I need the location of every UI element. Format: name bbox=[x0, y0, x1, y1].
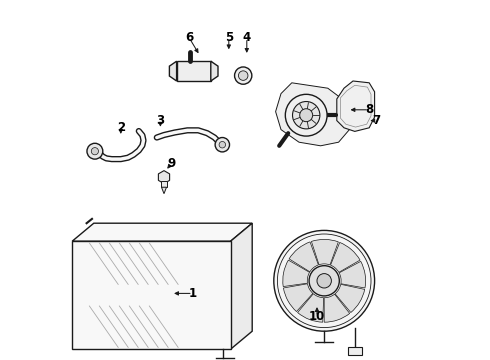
Circle shape bbox=[215, 138, 229, 152]
Polygon shape bbox=[176, 61, 211, 81]
Wedge shape bbox=[335, 284, 365, 312]
Text: 1: 1 bbox=[189, 287, 197, 300]
Polygon shape bbox=[158, 171, 170, 184]
Wedge shape bbox=[339, 261, 366, 288]
Circle shape bbox=[293, 102, 320, 129]
Wedge shape bbox=[312, 239, 339, 265]
Polygon shape bbox=[275, 83, 349, 146]
Wedge shape bbox=[297, 294, 323, 322]
Circle shape bbox=[309, 266, 339, 296]
Circle shape bbox=[235, 67, 252, 84]
Circle shape bbox=[219, 141, 225, 148]
Text: 10: 10 bbox=[309, 310, 325, 323]
Text: 4: 4 bbox=[243, 31, 251, 44]
Wedge shape bbox=[324, 294, 350, 322]
Circle shape bbox=[274, 230, 374, 331]
Polygon shape bbox=[72, 241, 231, 349]
Text: 5: 5 bbox=[225, 31, 233, 44]
Text: 6: 6 bbox=[185, 31, 194, 44]
Wedge shape bbox=[283, 260, 310, 287]
Polygon shape bbox=[231, 223, 252, 349]
Bar bbox=[347, 347, 362, 355]
Wedge shape bbox=[331, 242, 360, 273]
Wedge shape bbox=[289, 242, 318, 272]
Polygon shape bbox=[337, 81, 374, 131]
Text: 3: 3 bbox=[156, 114, 165, 127]
Polygon shape bbox=[170, 61, 176, 81]
Circle shape bbox=[277, 234, 371, 328]
Polygon shape bbox=[72, 223, 252, 241]
Circle shape bbox=[285, 94, 327, 136]
Text: 8: 8 bbox=[365, 103, 373, 116]
Text: 9: 9 bbox=[167, 157, 175, 170]
Polygon shape bbox=[162, 187, 167, 194]
Polygon shape bbox=[211, 61, 218, 81]
Circle shape bbox=[91, 148, 98, 155]
Text: 2: 2 bbox=[117, 121, 125, 134]
Wedge shape bbox=[283, 284, 313, 311]
Text: 7: 7 bbox=[372, 114, 380, 127]
Circle shape bbox=[239, 71, 248, 80]
Circle shape bbox=[317, 274, 331, 288]
Circle shape bbox=[300, 109, 313, 122]
Circle shape bbox=[87, 143, 103, 159]
Bar bbox=[162, 181, 167, 187]
